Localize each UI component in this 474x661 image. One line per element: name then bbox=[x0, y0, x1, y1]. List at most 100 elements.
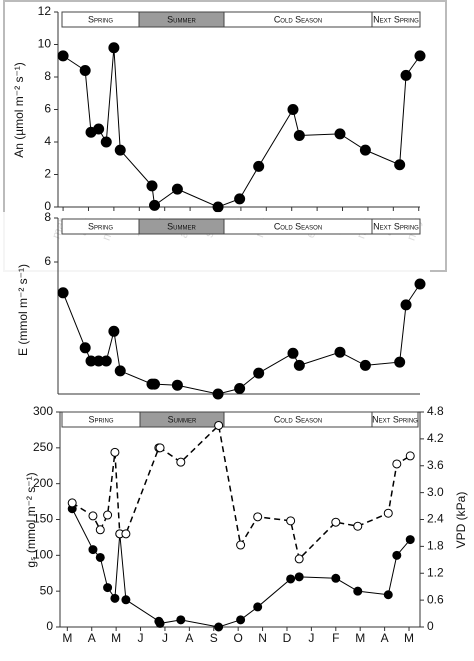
data-point bbox=[334, 346, 346, 358]
y2-tick-label: 3.0 bbox=[427, 485, 444, 499]
season-label: Summer bbox=[168, 414, 197, 424]
season-label: Cold Season bbox=[274, 221, 322, 231]
season-label: Spring bbox=[88, 221, 113, 231]
x-tick-label: N bbox=[258, 631, 267, 645]
x-tick-label: M bbox=[404, 631, 414, 645]
data-point bbox=[253, 367, 265, 379]
data-point bbox=[294, 554, 304, 564]
data-point bbox=[149, 199, 161, 211]
data-point bbox=[405, 535, 415, 545]
y-axis-title: An (µmol m⁻² s⁻¹) bbox=[12, 62, 26, 158]
season-box bbox=[371, 11, 421, 28]
data-point bbox=[287, 347, 299, 359]
data-point bbox=[88, 545, 98, 555]
y-tick-label: 8 bbox=[44, 210, 51, 224]
data-point bbox=[353, 586, 363, 596]
data-point bbox=[146, 180, 158, 192]
data-point bbox=[171, 379, 183, 391]
data-point bbox=[400, 299, 412, 311]
y2-tick-label: 0.6 bbox=[427, 592, 444, 606]
x-tick-label: D bbox=[283, 631, 292, 645]
data-point bbox=[114, 365, 126, 377]
season-label: Summer bbox=[167, 14, 196, 24]
x-tick-label: O bbox=[233, 631, 242, 645]
season-box bbox=[371, 411, 419, 428]
y-tick-label: 10 bbox=[38, 37, 52, 51]
data-point bbox=[236, 540, 246, 550]
data-point bbox=[294, 572, 304, 582]
data-point bbox=[149, 378, 161, 390]
data-point bbox=[171, 183, 183, 195]
data-point bbox=[108, 42, 120, 54]
data-point bbox=[353, 521, 363, 531]
data-point bbox=[331, 517, 341, 527]
data-point bbox=[286, 516, 296, 526]
x-tick-label: J bbox=[138, 631, 144, 645]
data-point bbox=[414, 278, 426, 290]
data-point bbox=[392, 459, 402, 469]
x-tick-label: M bbox=[62, 631, 72, 645]
data-point bbox=[359, 144, 371, 156]
y-tick-label: 300 bbox=[33, 404, 53, 418]
y2-tick-label: 1.8 bbox=[427, 539, 444, 553]
y2-tick-label: 0 bbox=[427, 619, 434, 633]
y-tick-label: 100 bbox=[33, 548, 53, 562]
data-point bbox=[79, 342, 91, 354]
data-point bbox=[212, 388, 224, 400]
season-label: Cold Season bbox=[274, 14, 322, 24]
season-label: Spring bbox=[88, 414, 113, 424]
data-point bbox=[110, 447, 120, 457]
x-tick-label: A bbox=[88, 631, 96, 645]
y-tick-label: 4 bbox=[44, 134, 51, 148]
data-point bbox=[212, 201, 224, 213]
season-label: Next Spring bbox=[372, 414, 418, 424]
y-tick-label: 6 bbox=[44, 102, 51, 116]
data-point bbox=[95, 525, 105, 535]
x-tick-label: S bbox=[210, 631, 218, 645]
data-point bbox=[287, 104, 299, 115]
x-tick-label: M bbox=[111, 631, 121, 645]
data-point bbox=[214, 420, 224, 430]
x-tick-label: F bbox=[332, 631, 339, 645]
y-tick-label: 2 bbox=[44, 167, 51, 181]
data-point bbox=[359, 359, 371, 371]
y2-tick-label: 4.8 bbox=[427, 404, 444, 418]
data-point bbox=[383, 508, 393, 518]
data-point bbox=[79, 65, 91, 76]
y-tick-label: 0 bbox=[44, 199, 51, 213]
x-tick-label: A bbox=[185, 631, 193, 645]
data-point bbox=[253, 602, 263, 612]
y2-tick-label: 2.4 bbox=[427, 512, 444, 526]
data-point bbox=[400, 69, 412, 81]
data-point bbox=[414, 50, 426, 62]
data-point bbox=[88, 511, 98, 521]
y-tick-label: 200 bbox=[33, 476, 53, 490]
data-point bbox=[114, 144, 126, 156]
data-point bbox=[214, 622, 224, 632]
season-label: Summer bbox=[167, 221, 196, 231]
data-point bbox=[334, 128, 346, 140]
x-tick-label: J bbox=[308, 631, 314, 645]
data-point bbox=[100, 136, 112, 148]
data-point bbox=[394, 356, 406, 368]
season-label: Next Spring bbox=[373, 221, 419, 231]
data-point bbox=[57, 50, 69, 62]
y-tick-label: 150 bbox=[33, 512, 53, 526]
data-point bbox=[121, 529, 131, 539]
y-tick-label: 8 bbox=[44, 69, 51, 83]
data-point bbox=[100, 355, 112, 367]
season-label: Cold Season bbox=[274, 414, 322, 424]
y-tick-label: 50 bbox=[40, 583, 54, 597]
data-point bbox=[286, 574, 296, 584]
y2-tick-label: 1.2 bbox=[427, 565, 444, 579]
y-axis-title: gₛ (mmol m⁻² s⁻¹) bbox=[24, 472, 38, 567]
data-point bbox=[121, 595, 131, 605]
data-point bbox=[331, 573, 341, 583]
y2-tick-label: 4.2 bbox=[427, 431, 444, 445]
data-point bbox=[103, 583, 113, 593]
y2-tick-label: 3.6 bbox=[427, 458, 444, 472]
data-point bbox=[95, 552, 105, 562]
data-point bbox=[57, 287, 69, 299]
